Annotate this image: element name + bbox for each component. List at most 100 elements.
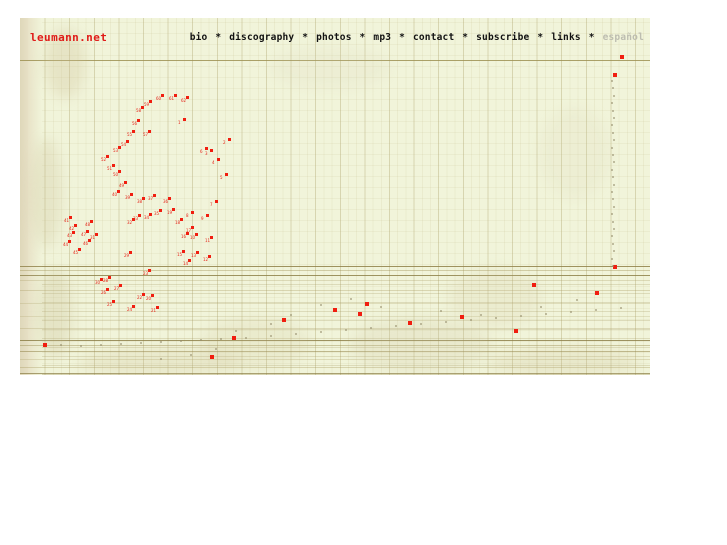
outlier-data-point[interactable] xyxy=(210,355,214,359)
data-point-4[interactable] xyxy=(217,158,220,161)
data-point-62[interactable] xyxy=(186,96,189,99)
data-point-label: 38 xyxy=(137,199,143,204)
data-point-43[interactable] xyxy=(72,231,75,234)
horizontal-gridlines-lower-band xyxy=(20,263,650,375)
outlier-data-point[interactable] xyxy=(333,308,337,312)
outlier-data-point[interactable] xyxy=(532,283,536,287)
data-point-label: 41 xyxy=(64,218,70,223)
data-point-29[interactable] xyxy=(129,251,132,254)
outlier-data-point[interactable] xyxy=(595,291,599,295)
data-point-10[interactable] xyxy=(195,233,198,236)
data-point-32[interactable] xyxy=(132,218,135,221)
outlier-data-point[interactable] xyxy=(620,55,624,59)
data-point-38[interactable] xyxy=(142,197,145,200)
data-point-37[interactable] xyxy=(153,194,156,197)
data-point-17[interactable] xyxy=(191,226,194,229)
data-point-5[interactable] xyxy=(225,173,228,176)
outlier-data-point[interactable] xyxy=(514,329,518,333)
outlier-data-point[interactable] xyxy=(43,343,47,347)
data-point-51[interactable] xyxy=(112,164,115,167)
data-point-20[interactable] xyxy=(151,294,154,297)
faded-marker xyxy=(370,327,372,329)
data-point-2[interactable] xyxy=(228,138,231,141)
data-point-41[interactable] xyxy=(69,216,72,219)
data-point-55[interactable] xyxy=(132,130,135,133)
nav-item-contact[interactable]: contact xyxy=(412,32,455,43)
data-point-24[interactable] xyxy=(132,305,135,308)
data-point-50[interactable] xyxy=(118,170,121,173)
data-point-12[interactable] xyxy=(208,255,211,258)
nav-item-mp3[interactable]: mp3 xyxy=(373,32,392,43)
data-point-44[interactable] xyxy=(68,240,71,243)
data-point-47[interactable] xyxy=(86,230,89,233)
data-point-45[interactable] xyxy=(78,248,81,251)
data-point-56[interactable] xyxy=(137,119,140,122)
data-point-14[interactable] xyxy=(188,259,191,262)
data-point-9[interactable] xyxy=(206,214,209,217)
data-point-42[interactable] xyxy=(74,224,77,227)
data-point-8[interactable] xyxy=(191,211,194,214)
faded-marker xyxy=(320,331,322,333)
data-point-18[interactable] xyxy=(180,218,183,221)
data-point-22[interactable] xyxy=(142,293,145,296)
data-point-25[interactable] xyxy=(112,300,115,303)
data-point-11[interactable] xyxy=(210,236,213,239)
data-point-23[interactable] xyxy=(148,269,151,272)
outlier-data-point[interactable] xyxy=(365,302,369,306)
data-point-label: 23 xyxy=(143,271,149,276)
nav-item-espa-ol[interactable]: español xyxy=(602,32,644,43)
data-point-54[interactable] xyxy=(126,140,129,143)
site-logo[interactable]: leumann.net xyxy=(30,31,108,44)
data-point-34[interactable] xyxy=(149,213,152,216)
data-point-7[interactable] xyxy=(215,200,218,203)
data-point-16[interactable] xyxy=(186,232,189,235)
data-point-48[interactable] xyxy=(90,220,93,223)
outlier-data-point[interactable] xyxy=(282,318,286,322)
nav-item-links[interactable]: links xyxy=(551,32,581,43)
faded-marker xyxy=(611,124,613,127)
data-point-21[interactable] xyxy=(156,306,159,309)
data-point-28[interactable] xyxy=(108,276,111,279)
data-point-26[interactable] xyxy=(106,288,109,291)
data-point-46[interactable] xyxy=(88,239,91,242)
faded-marker xyxy=(620,307,622,309)
data-point-label: 60 xyxy=(156,96,162,101)
data-point-30[interactable] xyxy=(100,278,103,281)
data-point-49[interactable] xyxy=(124,181,127,184)
data-point-13[interactable] xyxy=(196,251,199,254)
data-point-1[interactable] xyxy=(183,118,186,121)
data-point-53[interactable] xyxy=(118,146,121,149)
data-point-6[interactable] xyxy=(205,147,208,150)
ledger-rule-line xyxy=(20,328,650,329)
data-point-57[interactable] xyxy=(148,130,151,133)
data-point-58[interactable] xyxy=(141,106,144,109)
data-point-61[interactable] xyxy=(174,94,177,97)
data-point-36[interactable] xyxy=(168,197,171,200)
outlier-data-point[interactable] xyxy=(613,73,617,77)
nav-separator: * xyxy=(353,32,372,43)
nav-item-photos[interactable]: photos xyxy=(316,32,352,43)
data-point-31[interactable] xyxy=(95,233,98,236)
data-point-39[interactable] xyxy=(130,193,133,196)
faded-marker xyxy=(220,338,222,340)
data-point-60[interactable] xyxy=(161,94,164,97)
nav-item-discography[interactable]: discography xyxy=(229,32,295,43)
data-point-19[interactable] xyxy=(172,208,175,211)
nav-item-subscribe[interactable]: subscribe xyxy=(476,32,530,43)
data-point-40[interactable] xyxy=(117,190,120,193)
data-point-35[interactable] xyxy=(159,209,162,212)
outlier-data-point[interactable] xyxy=(460,315,464,319)
outlier-data-point[interactable] xyxy=(358,312,362,316)
data-point-27[interactable] xyxy=(119,284,122,287)
data-point-15[interactable] xyxy=(182,250,185,253)
outlier-data-point[interactable] xyxy=(613,265,617,269)
data-point-52[interactable] xyxy=(106,155,109,158)
faded-marker xyxy=(160,358,162,360)
outlier-data-point[interactable] xyxy=(232,336,236,340)
nav-item-bio[interactable]: bio xyxy=(189,32,208,43)
data-point-59[interactable] xyxy=(149,100,152,103)
outlier-data-point[interactable] xyxy=(408,321,412,325)
data-point-33[interactable] xyxy=(138,214,141,217)
faded-marker xyxy=(612,87,614,90)
data-point-3[interactable] xyxy=(210,149,213,152)
